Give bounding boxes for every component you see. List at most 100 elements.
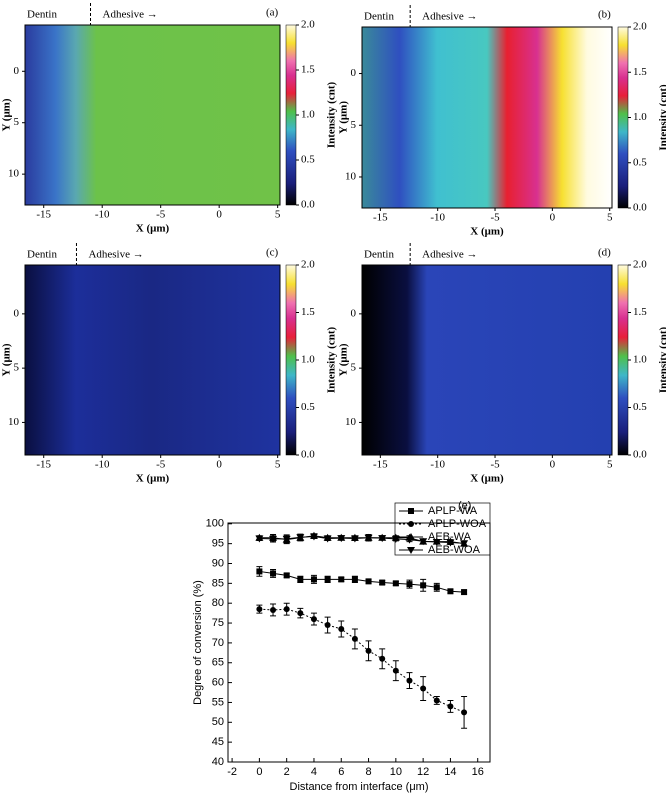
y-tick-label: 5	[351, 362, 357, 374]
marker	[420, 685, 427, 692]
marker	[283, 572, 290, 579]
panel-label: (c)	[266, 247, 279, 259]
colorbar-tick-label: 2.0	[301, 19, 315, 31]
x-axis-label: X (μm)	[136, 473, 170, 485]
y-tick-label: 85	[212, 577, 224, 589]
marker	[309, 533, 318, 541]
marker	[379, 655, 386, 662]
y-tick-label: 80	[212, 597, 224, 609]
marker	[351, 635, 358, 642]
marker	[282, 535, 291, 543]
y-tick-label: 55	[212, 696, 224, 708]
marker	[324, 576, 331, 583]
marker	[297, 610, 304, 617]
marker	[447, 703, 454, 710]
colorbar-tick-label: 1.5	[301, 306, 315, 318]
colorbar-tick-label: 0.0	[301, 449, 315, 461]
y-tick-label: 10	[8, 168, 20, 180]
colorbar-tick-label: 1.0	[301, 354, 315, 366]
series-line	[259, 535, 465, 544]
series-line	[259, 608, 465, 713]
x-tick-label: 0	[216, 459, 222, 471]
colorbar-tick-label: 0.0	[633, 449, 647, 461]
colorbar-tick-label: 1.0	[301, 109, 315, 121]
y-tick-label: 10	[345, 171, 357, 183]
x-tick-label: -15	[36, 209, 51, 221]
contour-map	[24, 24, 281, 206]
y-tick-label: 100	[206, 518, 224, 530]
marker	[392, 667, 399, 674]
colorbar-tick-label: 1.5	[301, 64, 315, 76]
marker	[350, 535, 359, 543]
x-tick-label: -5	[490, 459, 500, 471]
marker	[379, 579, 386, 586]
x-tick-label: 6	[338, 766, 344, 778]
region-label: Dentin	[364, 249, 394, 261]
region-label: Adhesive →	[88, 249, 143, 261]
panel-label: (a)	[266, 7, 279, 19]
x-tick-label: -5	[156, 209, 166, 221]
x-tick-label: -5	[156, 459, 166, 471]
marker	[365, 647, 372, 654]
panel-label: (b)	[598, 9, 611, 21]
x-tick-label: 5	[275, 209, 281, 221]
marker	[419, 538, 428, 546]
marker	[256, 606, 263, 613]
marker	[269, 535, 278, 543]
region-label: Adhesive →	[422, 11, 477, 23]
colorbar-tick-label: 2.0	[301, 259, 315, 271]
y-tick-label: 65	[212, 657, 224, 669]
x-tick-label: 4	[311, 766, 317, 778]
x-axis-label: X (μm)	[136, 223, 170, 235]
marker	[405, 536, 414, 544]
colorbar-tick-label: 0.5	[301, 401, 315, 413]
plot-frame	[227, 522, 491, 763]
x-tick-label: 2	[284, 766, 290, 778]
colorbar-label: Intensity (cnt)	[658, 327, 666, 394]
series-line	[259, 570, 465, 593]
region-label: Dentin	[27, 249, 57, 261]
marker	[310, 576, 317, 583]
colorbar-tick-label: 0.0	[633, 202, 647, 214]
marker	[408, 508, 414, 514]
colorbar-label: Intensity (cnt)	[326, 82, 338, 149]
colorbar	[285, 24, 297, 206]
y-tick-label: 5	[14, 362, 20, 374]
x-tick-label: -10	[95, 459, 110, 471]
marker	[406, 581, 413, 588]
y-axis-label: Y (μm)	[1, 98, 13, 131]
colorbar-tick-label: 1.5	[633, 306, 647, 318]
marker	[460, 540, 469, 548]
x-tick-label: -10	[430, 212, 445, 224]
marker	[407, 547, 415, 554]
x-tick-label: -10	[95, 209, 110, 221]
marker	[461, 589, 468, 596]
colorbar-tick-label: 0.5	[633, 401, 647, 413]
y-axis-label: Degree of conversion (%)	[192, 580, 204, 705]
marker	[392, 580, 399, 587]
x-tick-label: 5	[607, 212, 613, 224]
marker	[364, 534, 373, 542]
region-label: Adhesive →	[103, 9, 158, 21]
contour-map	[361, 26, 613, 209]
y-tick-label: 0	[351, 67, 357, 79]
marker	[432, 539, 441, 547]
region-label: Adhesive →	[422, 249, 477, 261]
colorbar	[285, 264, 297, 456]
x-axis-label: Distance from interface (μm)	[290, 781, 429, 793]
legend-frame	[394, 502, 491, 556]
marker	[323, 535, 332, 543]
marker	[270, 570, 277, 577]
marker	[256, 568, 263, 575]
x-tick-label: -15	[373, 212, 388, 224]
marker	[365, 578, 372, 585]
legend-label: APLP-WOA	[428, 518, 487, 530]
marker	[324, 622, 331, 629]
x-tick-label: -15	[373, 459, 388, 471]
line-chart: -2 0 2 4 6 8 10 12 14 16 40 45 50 55 60 65 70 75 80 85 90 95 1…	[192, 500, 491, 793]
y-tick-label: 0	[14, 307, 20, 319]
colorbar-tick-label: 1.0	[633, 354, 647, 366]
marker	[296, 534, 305, 542]
marker	[378, 535, 387, 543]
